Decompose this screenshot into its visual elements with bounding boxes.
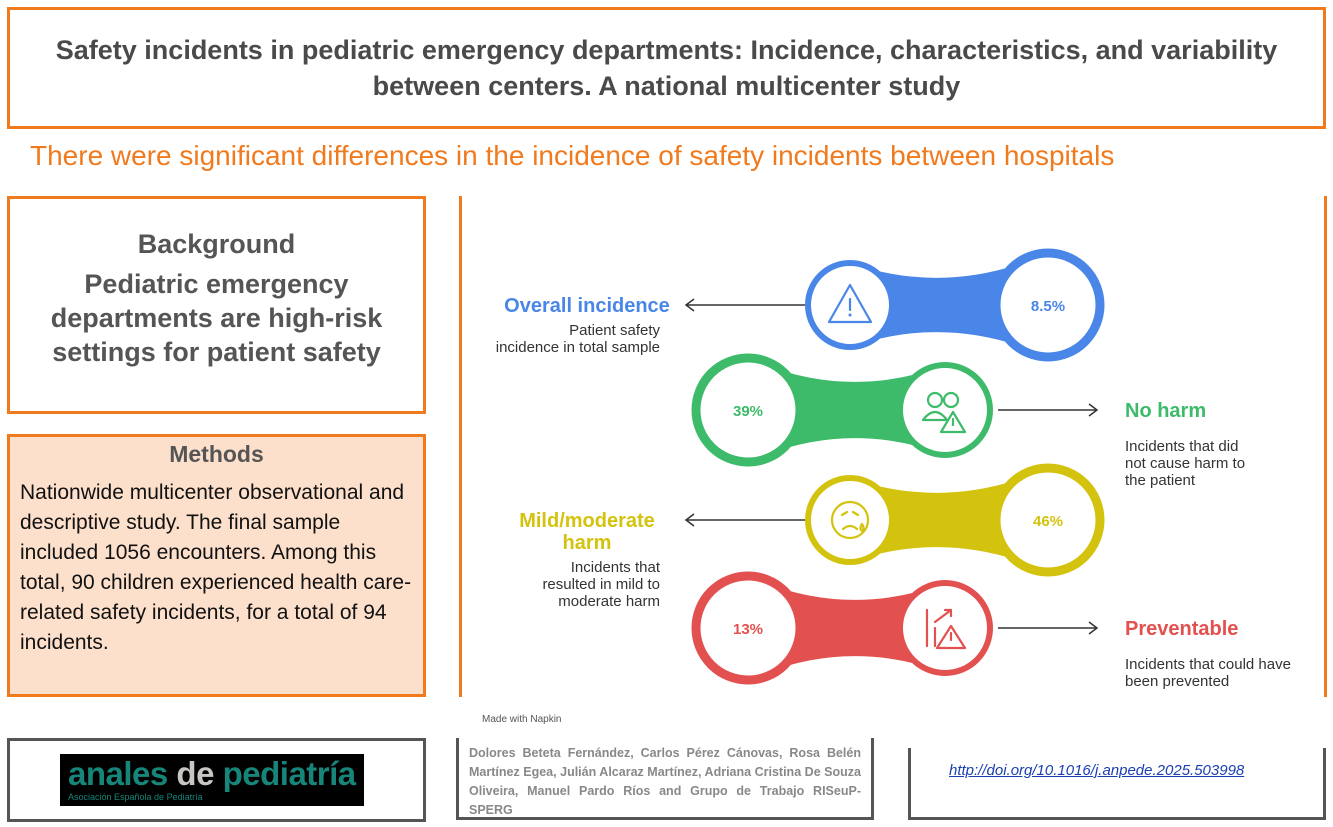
result-description: Incidents that could have been prevented xyxy=(1125,656,1291,690)
result-row: 39% No harm Incidents that did not cause ha… xyxy=(691,353,1245,489)
methods-box: Methods Nationwide multicenter observati… xyxy=(7,434,426,697)
background-text: Pediatric emergency departments are high… xyxy=(50,269,383,367)
result-row: 13% Preventable Incidents that could have b… xyxy=(691,571,1291,690)
value-circle xyxy=(991,463,1105,577)
result-row: 46% Mild/moderate harm Incidents that result… xyxy=(519,463,1105,610)
result-label: No harm xyxy=(1125,400,1206,422)
methods-heading: Methods xyxy=(169,441,264,467)
result-description: Patient safety incidence in total sample xyxy=(496,322,661,356)
result-row: 8.5% Overall incidence Patient safety incid… xyxy=(496,248,1105,362)
result-description: Incidents that did not cause harm to the p… xyxy=(1125,438,1245,489)
value-circle xyxy=(991,248,1105,362)
napkin-credit: Made with Napkin xyxy=(482,714,562,725)
divider-right xyxy=(1324,196,1327,697)
logo-subtitle: Asociación Española de Pediatría xyxy=(68,792,203,802)
logo-word-pediatria: pediatría xyxy=(222,755,357,792)
sad-face-icon xyxy=(830,500,870,540)
people-warning-icon xyxy=(921,391,967,434)
icon-circle xyxy=(805,475,895,565)
journal-logo-box: anales de pediatría Asociación Española … xyxy=(7,738,426,822)
result-label: Mild/moderate harm xyxy=(519,510,655,554)
background-box: Background Pediatric emergency departmen… xyxy=(7,196,426,414)
result-label: Overall incidence xyxy=(504,295,670,317)
journal-logo: anales de pediatría Asociación Española … xyxy=(60,754,364,806)
page-title: Safety incidents in pediatric emergency … xyxy=(7,7,1326,129)
methods-text: Nationwide multicenter observational and… xyxy=(20,481,412,654)
doi-box: http://doi.org/10.1016/j.anpede.2025.503… xyxy=(908,748,1326,820)
chart-warning-icon xyxy=(925,608,967,650)
value-label: 13% xyxy=(733,621,763,638)
doi-link[interactable]: http://doi.org/10.1016/j.anpede.2025.503… xyxy=(949,762,1245,779)
result-label: Preventable xyxy=(1125,618,1238,640)
icon-circle xyxy=(897,580,993,676)
headline: There were significant differences in th… xyxy=(30,140,1115,171)
authors: Dolores Beteta Fernández, Carlos Pérez C… xyxy=(456,738,874,820)
logo-word-anales: anales xyxy=(68,755,168,792)
divider-left xyxy=(459,196,462,697)
warning-triangle-icon xyxy=(827,283,873,324)
icon-circle xyxy=(897,362,993,458)
value-label: 39% xyxy=(733,403,763,420)
logo-word-de: de xyxy=(176,755,214,792)
value-circle xyxy=(691,353,805,467)
value-circle xyxy=(691,571,805,685)
value-label: 8.5% xyxy=(1031,298,1065,315)
value-label: 46% xyxy=(1033,513,1063,530)
background-heading: Background xyxy=(137,229,296,259)
result-description: Incidents that resulted in mild to moderat… xyxy=(542,559,660,610)
